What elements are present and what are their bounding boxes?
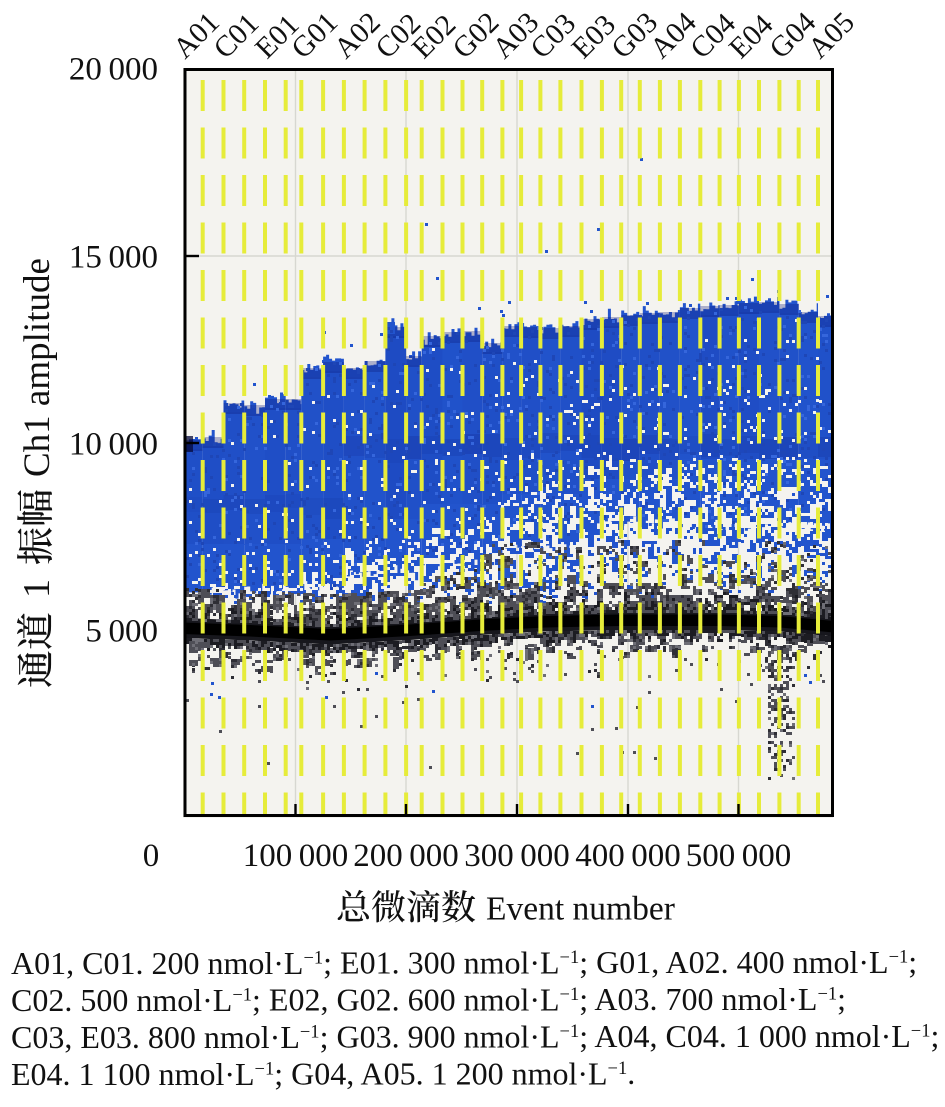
svg-text:C02. 500 nmol·L−1; E02, G02. 6: C02. 500 nmol·L−1; E02, G02. 600 nmol·L−… — [11, 981, 846, 1019]
svg-text:100 000: 100 000 — [243, 838, 349, 874]
svg-text:500 000: 500 000 — [686, 838, 792, 874]
svg-text:20 000: 20 000 — [69, 52, 158, 88]
svg-text:15 000: 15 000 — [69, 240, 158, 276]
svg-text:1: 1 — [16, 579, 58, 598]
svg-text:300 000: 300 000 — [464, 838, 570, 874]
svg-text:0: 0 — [143, 838, 160, 874]
svg-text:A01, C01. 200 nmol·L−1; E01. 3: A01, C01. 200 nmol·L−1; E01. 300 nmol·L−… — [11, 944, 917, 982]
svg-text:200 000: 200 000 — [353, 838, 459, 874]
svg-text:10 000: 10 000 — [69, 427, 158, 463]
svg-text:400 000: 400 000 — [575, 838, 681, 874]
svg-text:5 000: 5 000 — [85, 614, 158, 650]
svg-text:C03, E03. 800 nmol·L−1; G03. 9: C03, E03. 800 nmol·L−1; G03. 900 nmol·L−… — [11, 1018, 939, 1056]
svg-text:E04. 1 100 nmol·L−1; G04, A05.: E04. 1 100 nmol·L−1; G04, A05. 1 200 nmo… — [11, 1055, 635, 1092]
svg-text:Event number: Event number — [486, 891, 675, 928]
svg-text:Ch1 amplitude: Ch1 amplitude — [17, 258, 58, 477]
